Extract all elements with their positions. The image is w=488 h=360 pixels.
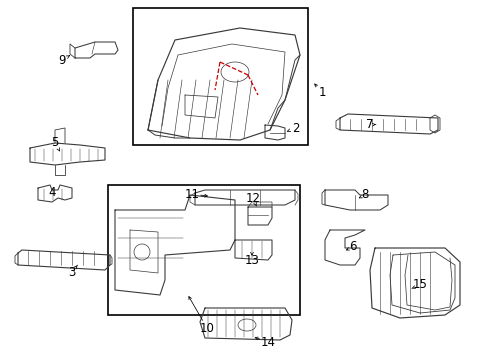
Text: 11: 11 [184, 188, 199, 201]
Text: 6: 6 [348, 240, 356, 253]
Bar [133, 8, 307, 145]
Text: 12: 12 [245, 192, 260, 204]
Text: 13: 13 [244, 253, 259, 266]
Text: 1: 1 [318, 86, 325, 99]
Text: 4: 4 [48, 185, 56, 198]
Text: 10: 10 [199, 321, 214, 334]
Text: 14: 14 [260, 336, 275, 348]
Text: 15: 15 [412, 279, 427, 292]
Text: 8: 8 [361, 189, 368, 202]
Bar [108, 185, 299, 315]
Text: 9: 9 [58, 54, 65, 67]
Text: 7: 7 [366, 118, 373, 131]
Text: 2: 2 [292, 122, 299, 135]
Text: 3: 3 [68, 266, 76, 279]
Text: 5: 5 [51, 136, 59, 149]
